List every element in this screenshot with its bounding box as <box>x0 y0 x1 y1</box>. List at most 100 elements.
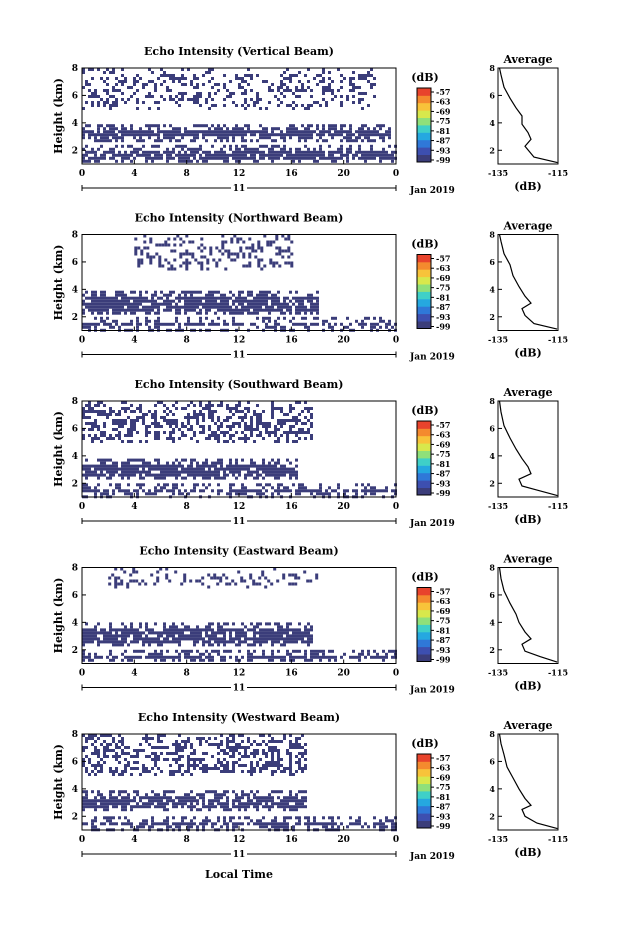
echo-cell <box>232 761 235 764</box>
echo-cell <box>307 153 310 157</box>
echo-cell <box>187 825 190 829</box>
echo-cell <box>193 628 196 632</box>
echo-cell <box>142 796 145 800</box>
echo-cell <box>200 255 204 259</box>
echo-cell <box>269 240 273 244</box>
echo-cell <box>361 825 364 829</box>
echo-cell <box>178 322 181 326</box>
echo-cell <box>292 425 295 428</box>
echo-cell <box>283 147 286 151</box>
echo-cell <box>199 655 202 659</box>
echo-cell <box>298 71 301 74</box>
echo-cell <box>214 431 217 434</box>
echo-cell <box>121 643 124 647</box>
echo-cell <box>145 322 148 326</box>
echo-cell <box>274 133 277 137</box>
echo-cell <box>130 127 133 131</box>
echo-cell <box>244 746 247 749</box>
echo-cell <box>274 431 277 434</box>
echo-cell <box>298 761 301 764</box>
echo-cell <box>358 133 361 137</box>
echo-cell <box>181 819 184 823</box>
echo-cell <box>193 305 196 309</box>
echo-cell <box>199 740 202 743</box>
echo-cell <box>208 296 211 300</box>
echo-cell <box>172 758 175 761</box>
echo-cell <box>292 92 295 95</box>
echo-cell <box>85 464 88 468</box>
echo-cell <box>250 431 253 434</box>
echo-cell <box>331 159 334 163</box>
echo-cell <box>283 473 286 477</box>
echo-cell <box>97 425 100 428</box>
panel-title: Echo Intensity (Eastward Beam) <box>139 545 338 558</box>
echo-cell <box>82 302 85 306</box>
echo-cell <box>112 104 115 107</box>
echo-cell <box>322 156 325 160</box>
echo-cell <box>269 261 273 265</box>
echo-cell <box>112 492 115 496</box>
echo-cell <box>247 464 250 468</box>
echo-cell <box>175 144 178 148</box>
echo-cell <box>295 799 298 803</box>
echo-cell <box>301 486 304 490</box>
echo-cell <box>236 252 240 256</box>
echo-cell <box>124 401 127 404</box>
echo-cell <box>121 476 124 480</box>
echo-cell <box>283 799 286 803</box>
echo-cell <box>223 470 226 474</box>
echo-cell <box>124 822 127 826</box>
echo-cell <box>235 410 238 413</box>
echo-cell <box>163 808 166 812</box>
echo-cell <box>175 139 178 143</box>
echo-cell <box>121 156 124 160</box>
echo-cell <box>223 153 226 157</box>
echo-cell <box>187 322 190 326</box>
echo-cell <box>214 767 217 770</box>
echo-cell <box>136 147 139 151</box>
echo-cell <box>130 322 133 326</box>
echo-cell <box>265 290 268 294</box>
echo-cell <box>136 308 139 312</box>
echo-cell <box>121 652 124 656</box>
echo-cell <box>232 749 235 752</box>
echo-cell <box>256 325 259 329</box>
echo-cell <box>193 296 196 300</box>
echo-cell <box>205 159 208 163</box>
echo-cell <box>193 130 196 134</box>
echo-cell <box>169 773 172 776</box>
echo-cell <box>103 805 106 809</box>
echo-cell <box>361 489 364 493</box>
echo-cell <box>211 767 214 770</box>
echo-cell <box>103 740 106 743</box>
echo-cell <box>165 576 169 580</box>
panel-2: Echo Intensity (Southward Beam)2468Heigh… <box>52 378 568 529</box>
echo-cell <box>114 576 118 580</box>
echo-cell <box>106 755 109 758</box>
x-tick-label: 0 <box>393 502 399 512</box>
echo-cell <box>127 464 130 468</box>
echo-cell <box>217 796 220 800</box>
echo-cell <box>253 655 256 659</box>
echo-cell <box>202 796 205 800</box>
y-axis-label: Height (km) <box>52 744 65 820</box>
echo-cell <box>121 752 124 755</box>
echo-cell <box>91 770 94 773</box>
echo-cell <box>142 296 145 300</box>
echo-cell <box>274 434 277 437</box>
echo-cell <box>211 153 214 157</box>
echo-cell <box>262 290 265 294</box>
echo-cell <box>163 136 166 140</box>
echo-cell <box>94 796 97 800</box>
echo-cell <box>169 790 172 794</box>
echo-cell <box>145 434 148 437</box>
echo-cell <box>316 655 319 659</box>
echo-cell <box>115 322 118 326</box>
echo-cell <box>145 431 148 434</box>
echo-cell <box>205 625 208 629</box>
echo-cell <box>283 767 286 770</box>
echo-cell <box>115 799 118 803</box>
echo-cell <box>178 153 181 157</box>
echo-cell <box>145 796 148 800</box>
echo-cell <box>130 492 133 496</box>
